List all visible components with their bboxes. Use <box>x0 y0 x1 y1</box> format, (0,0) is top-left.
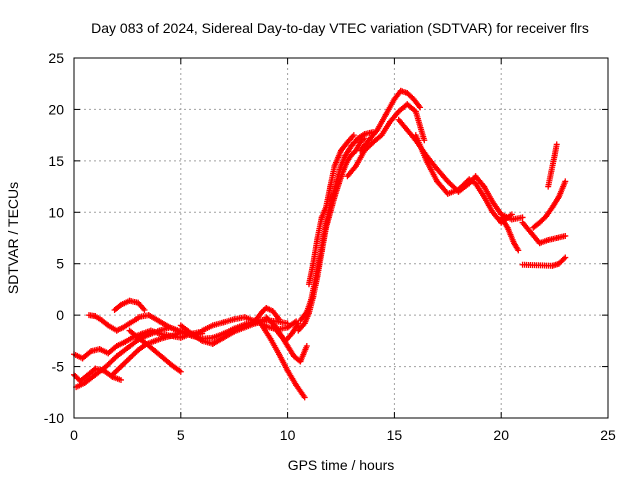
axis-ticks: 0 5 10 15 20 25 -10 -5 0 5 10 15 20 25 <box>44 50 616 443</box>
series-track-late-dip <box>498 214 522 254</box>
series-track-dip-a <box>258 322 308 401</box>
series-track-dip-c <box>263 314 302 344</box>
x-tick-label: 10 <box>280 427 296 443</box>
series-track-hump-late <box>252 304 283 324</box>
data-point <box>562 254 569 261</box>
data-point <box>303 343 310 349</box>
series-track-diagonal-b <box>109 329 184 378</box>
series-track-rise-c <box>305 132 357 288</box>
data-point <box>141 307 148 313</box>
series-track-falling <box>126 327 184 375</box>
y-tick-label: 15 <box>48 153 64 169</box>
series-track-early-upper <box>85 312 142 334</box>
data-point <box>295 320 302 327</box>
plot-frame <box>73 57 609 419</box>
data-point <box>515 247 522 254</box>
grid-lines <box>74 58 608 418</box>
series-track-descent-b <box>412 132 515 226</box>
data-point <box>276 316 283 323</box>
y-tick-label: -10 <box>44 410 64 426</box>
y-tick-label: 20 <box>48 101 64 117</box>
data-point <box>553 141 560 148</box>
y-tick-label: 5 <box>56 256 64 272</box>
x-axis-label: GPS time / hours <box>288 457 395 473</box>
x-tick-label: 20 <box>493 427 509 443</box>
data-point <box>117 376 124 383</box>
series-track-late-rise <box>530 178 569 231</box>
y-tick-label: 0 <box>56 307 64 323</box>
data-point <box>350 132 357 139</box>
y-tick-label: 25 <box>48 50 64 66</box>
data-point <box>421 137 428 144</box>
series-track-peak-a <box>344 101 428 180</box>
data-point <box>560 255 567 262</box>
series-track-spike <box>545 141 560 190</box>
series-track-hump <box>111 297 148 313</box>
series-track-tail <box>519 254 569 269</box>
series-track-late-lower <box>519 219 569 247</box>
x-tick-label: 25 <box>600 427 616 443</box>
data-point <box>301 394 308 401</box>
data-point <box>177 368 184 375</box>
data-point <box>417 104 424 111</box>
y-axis-label: SDTVAR / TECUs <box>5 182 21 294</box>
data-points <box>71 87 569 401</box>
data-point <box>562 178 569 185</box>
chart-title: Day 083 of 2024, Sidereal Day-to-day VTE… <box>91 20 589 36</box>
y-tick-label: 10 <box>48 204 64 220</box>
series-track-rise-b <box>297 129 377 324</box>
x-tick-label: 15 <box>387 427 403 443</box>
series-track-peak-b <box>357 87 424 154</box>
x-tick-label: 0 <box>70 427 78 443</box>
data-point <box>519 214 526 221</box>
y-tick-label: -5 <box>52 359 65 375</box>
x-tick-label: 5 <box>177 427 185 443</box>
data-point <box>508 211 515 218</box>
data-point <box>562 232 569 239</box>
